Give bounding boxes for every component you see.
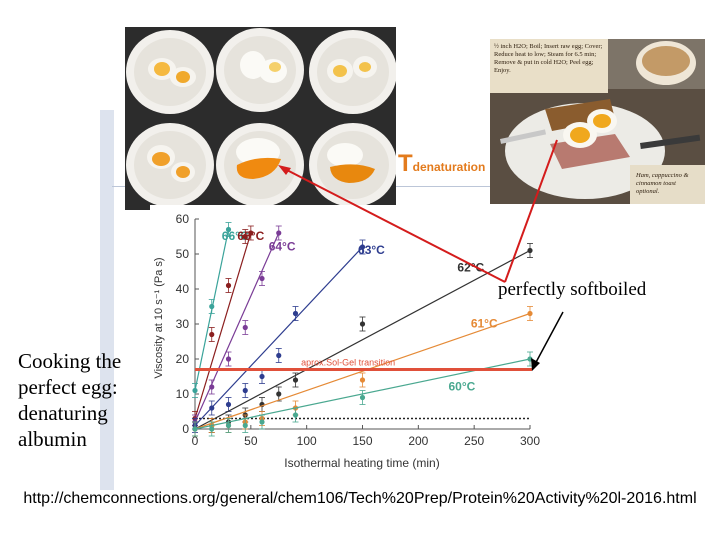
series-fit-line xyxy=(194,232,280,423)
series-label: 66°C xyxy=(222,229,249,243)
data-point xyxy=(209,303,215,310)
data-point xyxy=(292,310,299,317)
data-point xyxy=(225,356,232,362)
data-point xyxy=(359,377,366,383)
sol-gel-threshold-label: aprox.Sol-Gel transition xyxy=(301,358,395,368)
y-tick-label: 20 xyxy=(176,352,190,366)
cooking-caption: Cooking the perfect egg: denaturing albu… xyxy=(18,348,158,452)
data-point xyxy=(225,226,232,233)
series-label: 62°C xyxy=(457,261,484,275)
y-tick-label: 0 xyxy=(182,422,189,436)
caption-line-2: perfect egg: xyxy=(18,375,118,399)
slide-accent-bar xyxy=(100,110,114,490)
y-tick-label: 40 xyxy=(176,282,190,296)
x-tick-label: 150 xyxy=(352,434,372,448)
y-tick-label: 10 xyxy=(176,387,190,401)
red-arrow-line-breakfast xyxy=(504,139,558,283)
data-point xyxy=(259,275,265,282)
data-point xyxy=(259,373,265,380)
data-point xyxy=(209,384,215,390)
data-point xyxy=(209,405,215,411)
data-point xyxy=(359,321,366,327)
viscosity-chart: 0 10 20 30 40 50 60 0 50 100 150 200 250 300 66°C65°C 6… xyxy=(150,205,550,475)
y-tick-label: 60 xyxy=(176,212,190,226)
data-point xyxy=(242,233,248,240)
data-point xyxy=(259,419,265,425)
data-point xyxy=(276,230,282,236)
x-tick-label: 100 xyxy=(297,434,317,448)
data-point xyxy=(242,387,248,394)
data-point xyxy=(192,387,198,394)
data-point xyxy=(359,244,366,250)
black-arrowhead xyxy=(531,358,540,371)
series-label: 60°C xyxy=(448,380,475,394)
series-fit-line xyxy=(194,312,531,430)
series-fit-line xyxy=(194,249,531,430)
x-tick-label: 50 xyxy=(244,434,258,448)
data-point xyxy=(242,324,248,331)
x-tick-label: 250 xyxy=(464,434,484,448)
chart-ylabel: Viscosity at 10 s⁻¹ (Pa s) xyxy=(153,257,165,378)
chart-xlabel: Isothermal heating time (min) xyxy=(284,456,439,470)
caption-line-3: denaturing xyxy=(18,401,108,425)
x-tick-label: 0 xyxy=(192,434,199,448)
breakfast-instructions: ½ inch H2O; Boil; Insert raw egg; Cover;… xyxy=(494,43,603,74)
data-point xyxy=(225,401,232,408)
series-label: 63°C xyxy=(358,243,385,257)
caption-line-1: Cooking the xyxy=(18,349,122,373)
black-arrow-line xyxy=(533,311,564,367)
eggs-photo xyxy=(125,27,396,210)
y-tick-label: 50 xyxy=(176,247,190,261)
data-point xyxy=(192,426,198,432)
red-arrowhead-eggs xyxy=(278,165,291,175)
data-point xyxy=(292,412,299,418)
data-point xyxy=(292,377,299,383)
data-point xyxy=(248,230,254,236)
caption-line-4: albumin xyxy=(18,427,87,451)
data-point xyxy=(242,422,248,429)
data-point xyxy=(209,426,215,432)
series-fit-line xyxy=(194,246,363,426)
t-denaturation-label: Tdenaturation xyxy=(398,150,485,178)
series-label: 61°C xyxy=(471,317,498,331)
data-point xyxy=(225,282,232,289)
perfectly-softboiled-label: perfectly softboiled xyxy=(498,279,647,300)
x-tick-label: 200 xyxy=(408,434,428,448)
data-point xyxy=(527,247,533,254)
x-tick-label: 300 xyxy=(520,434,540,448)
breakfast-optional-note: Ham, cappuccino & cinnamon toast optiona… xyxy=(636,172,689,195)
red-arrow-line-eggs xyxy=(282,167,506,283)
data-point xyxy=(527,310,533,317)
y-tick-label: 30 xyxy=(176,317,190,331)
data-point xyxy=(276,352,282,359)
source-url: http://chemconnections.org/general/chem1… xyxy=(23,490,697,507)
series-label: 65°C xyxy=(237,229,264,243)
t-subscript: denaturation xyxy=(412,160,486,174)
data-point xyxy=(359,394,366,401)
data-point xyxy=(276,391,282,397)
series-label: 64°C xyxy=(269,240,296,254)
data-point xyxy=(209,331,215,338)
series-fit-line xyxy=(194,232,252,419)
data-point xyxy=(225,422,232,429)
t-symbol: T xyxy=(398,150,413,177)
